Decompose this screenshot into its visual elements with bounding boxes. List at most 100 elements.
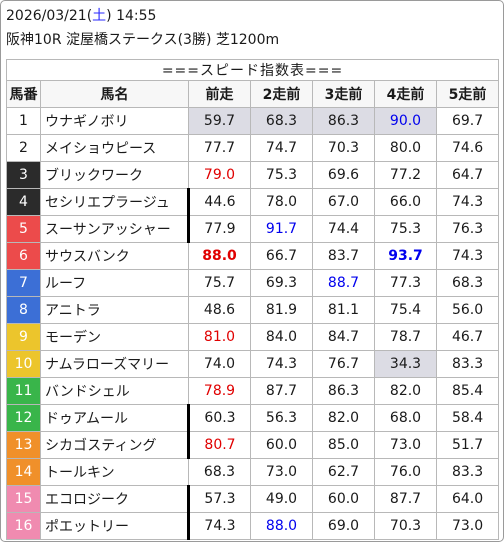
speed-index-cell: 83.7 xyxy=(312,242,375,270)
speed-index-cell: 48.6 xyxy=(188,296,251,324)
speed-index-cell: 66.0 xyxy=(374,188,437,216)
horse-number: 11 xyxy=(6,377,41,405)
speed-index-cell: 56.3 xyxy=(250,404,313,432)
speed-index-cell: 90.0 xyxy=(374,107,437,135)
col-header-name: 馬名 xyxy=(40,80,189,108)
horse-number: 6 xyxy=(6,242,41,270)
col-header-3ago: 3走前 xyxy=(312,80,375,108)
speed-index-cell: 73.0 xyxy=(435,512,500,540)
horse-number: 3 xyxy=(6,161,41,189)
speed-index-cell: 60.0 xyxy=(250,431,313,459)
speed-index-cell: 76.0 xyxy=(374,458,437,486)
speed-index-cell: 51.7 xyxy=(435,431,500,459)
speed-index-cell: 75.3 xyxy=(250,161,313,189)
table-row: 9 モーデン 81.0 84.0 84.7 78.7 46.7 xyxy=(6,323,500,351)
horse-number: 12 xyxy=(6,404,41,432)
col-header-number: 馬番 xyxy=(6,80,41,108)
horse-name: エコロジーク xyxy=(40,485,190,513)
table-row: 11 バンドシェル 78.9 87.7 86.3 82.0 85.4 xyxy=(6,377,500,405)
horse-number: 13 xyxy=(6,431,41,459)
speed-index-cell: 73.0 xyxy=(250,458,313,486)
horse-number: 10 xyxy=(6,350,41,378)
speed-index-cell: 77.3 xyxy=(374,269,437,297)
speed-index-cell: 60.0 xyxy=(312,485,375,513)
speed-index-cell: 74.4 xyxy=(312,215,375,243)
speed-index-cell: 78.0 xyxy=(250,188,313,216)
speed-index-cell: 76.3 xyxy=(435,215,500,243)
speed-index-cell: 79.0 xyxy=(188,161,251,189)
table-row: 1 ウナギノボリ 59.7 68.3 86.3 90.0 69.7 xyxy=(6,107,500,135)
table-row: 10 ナムラローズマリー 74.0 74.3 76.7 34.3 83.3 xyxy=(6,350,500,378)
speed-index-cell: 88.0 xyxy=(188,242,251,270)
horse-name: ブリックワーク xyxy=(40,161,189,189)
table-row: 14 トールキン 68.3 73.0 62.7 76.0 83.3 xyxy=(6,458,500,486)
horse-name: トールキン xyxy=(40,458,189,486)
speed-index-cell: 85.4 xyxy=(435,377,500,405)
speed-index-cell: 68.3 xyxy=(250,107,313,135)
horse-number: 7 xyxy=(6,269,41,297)
speed-index-cell: 56.0 xyxy=(435,296,500,324)
speed-index-cell: 83.3 xyxy=(435,350,500,378)
speed-index-cell: 70.3 xyxy=(374,512,437,540)
speed-index-cell: 70.3 xyxy=(312,134,375,162)
speed-index-cell: 77.2 xyxy=(374,161,437,189)
speed-index-cell: 77.7 xyxy=(188,134,251,162)
table-row: 7 ルーフ 75.7 69.3 88.7 77.3 68.3 xyxy=(6,269,500,297)
col-header-2ago: 2走前 xyxy=(250,80,313,108)
speed-index-cell: 85.0 xyxy=(312,431,375,459)
speed-index-cell: 81.0 xyxy=(188,323,251,351)
speed-index-cell: 75.7 xyxy=(188,269,251,297)
speed-index-cell: 81.9 xyxy=(250,296,313,324)
race-title: 阪神10R 淀屋橋ステークス(3勝) 芝1200m xyxy=(6,32,280,48)
horse-name: ナムラローズマリー xyxy=(40,350,189,378)
speed-index-cell: 84.7 xyxy=(312,323,375,351)
horse-number: 14 xyxy=(6,458,41,486)
speed-index-cell: 74.0 xyxy=(188,350,251,378)
speed-index-cell: 68.3 xyxy=(435,269,500,297)
speed-index-cell: 76.7 xyxy=(312,350,375,378)
speed-index-cell: 67.0 xyxy=(312,188,375,216)
speed-index-cell: 86.3 xyxy=(312,107,375,135)
speed-index-cell: 80.7 xyxy=(188,431,251,459)
table-row: 12 ドゥアムール 60.3 56.3 82.0 68.0 58.4 xyxy=(6,404,500,432)
horse-name: アニトラ xyxy=(40,296,189,324)
speed-index-cell: 69.3 xyxy=(250,269,313,297)
speed-index-cell: 69.0 xyxy=(312,512,375,540)
speed-index-cell: 74.3 xyxy=(435,242,500,270)
race-time: 14:55 xyxy=(116,8,157,24)
speed-index-cell: 87.7 xyxy=(250,377,313,405)
horse-name: モーデン xyxy=(40,323,189,351)
horse-number: 8 xyxy=(6,296,41,324)
speed-index-cell: 59.7 xyxy=(188,107,251,135)
speed-index-cell: 68.0 xyxy=(374,404,437,432)
horse-name: サウスバンク xyxy=(40,242,189,270)
speed-index-cell: 81.1 xyxy=(312,296,375,324)
horse-number: 16 xyxy=(6,512,41,540)
speed-index-cell: 86.3 xyxy=(312,377,375,405)
col-header-4ago: 4走前 xyxy=(374,80,437,108)
speed-index-cell: 74.7 xyxy=(250,134,313,162)
speed-index-cell: 84.0 xyxy=(250,323,313,351)
speed-index-cell: 74.3 xyxy=(435,188,500,216)
horse-number: 15 xyxy=(6,485,41,513)
speed-index-cell: 66.7 xyxy=(250,242,313,270)
horse-name: メイショウピース xyxy=(40,134,189,162)
table-row: 2 メイショウピース 77.7 74.7 70.3 80.0 74.6 xyxy=(6,134,500,162)
speed-index-cell: 68.3 xyxy=(188,458,251,486)
table-title: ===スピード指数表=== xyxy=(5,59,500,81)
horse-name: シカゴスティング xyxy=(40,431,190,459)
table-row: 5 スーサンアッシャー 77.9 91.7 74.4 75.3 76.3 xyxy=(6,215,500,243)
speed-index-cell: 88.7 xyxy=(312,269,375,297)
table-row: 4 セシリエプラージュ 44.6 78.0 67.0 66.0 74.3 xyxy=(6,188,500,216)
column-header-row: 馬番 馬名 前走 2走前 3走前 4走前 5走前 xyxy=(6,80,500,108)
speed-index-cell: 75.3 xyxy=(374,215,437,243)
horse-name: セシリエプラージュ xyxy=(40,188,190,216)
horse-number: 9 xyxy=(6,323,41,351)
table-row: 3 ブリックワーク 79.0 75.3 69.6 77.2 64.7 xyxy=(6,161,500,189)
horse-name: ドゥアムール xyxy=(40,404,190,432)
speed-index-cell: 74.6 xyxy=(435,134,500,162)
speed-index-cell: 74.3 xyxy=(188,512,251,540)
speed-index-cell: 64.7 xyxy=(435,161,500,189)
table-row: 16 ポエットリー 74.3 88.0 69.0 70.3 73.0 xyxy=(6,512,500,540)
